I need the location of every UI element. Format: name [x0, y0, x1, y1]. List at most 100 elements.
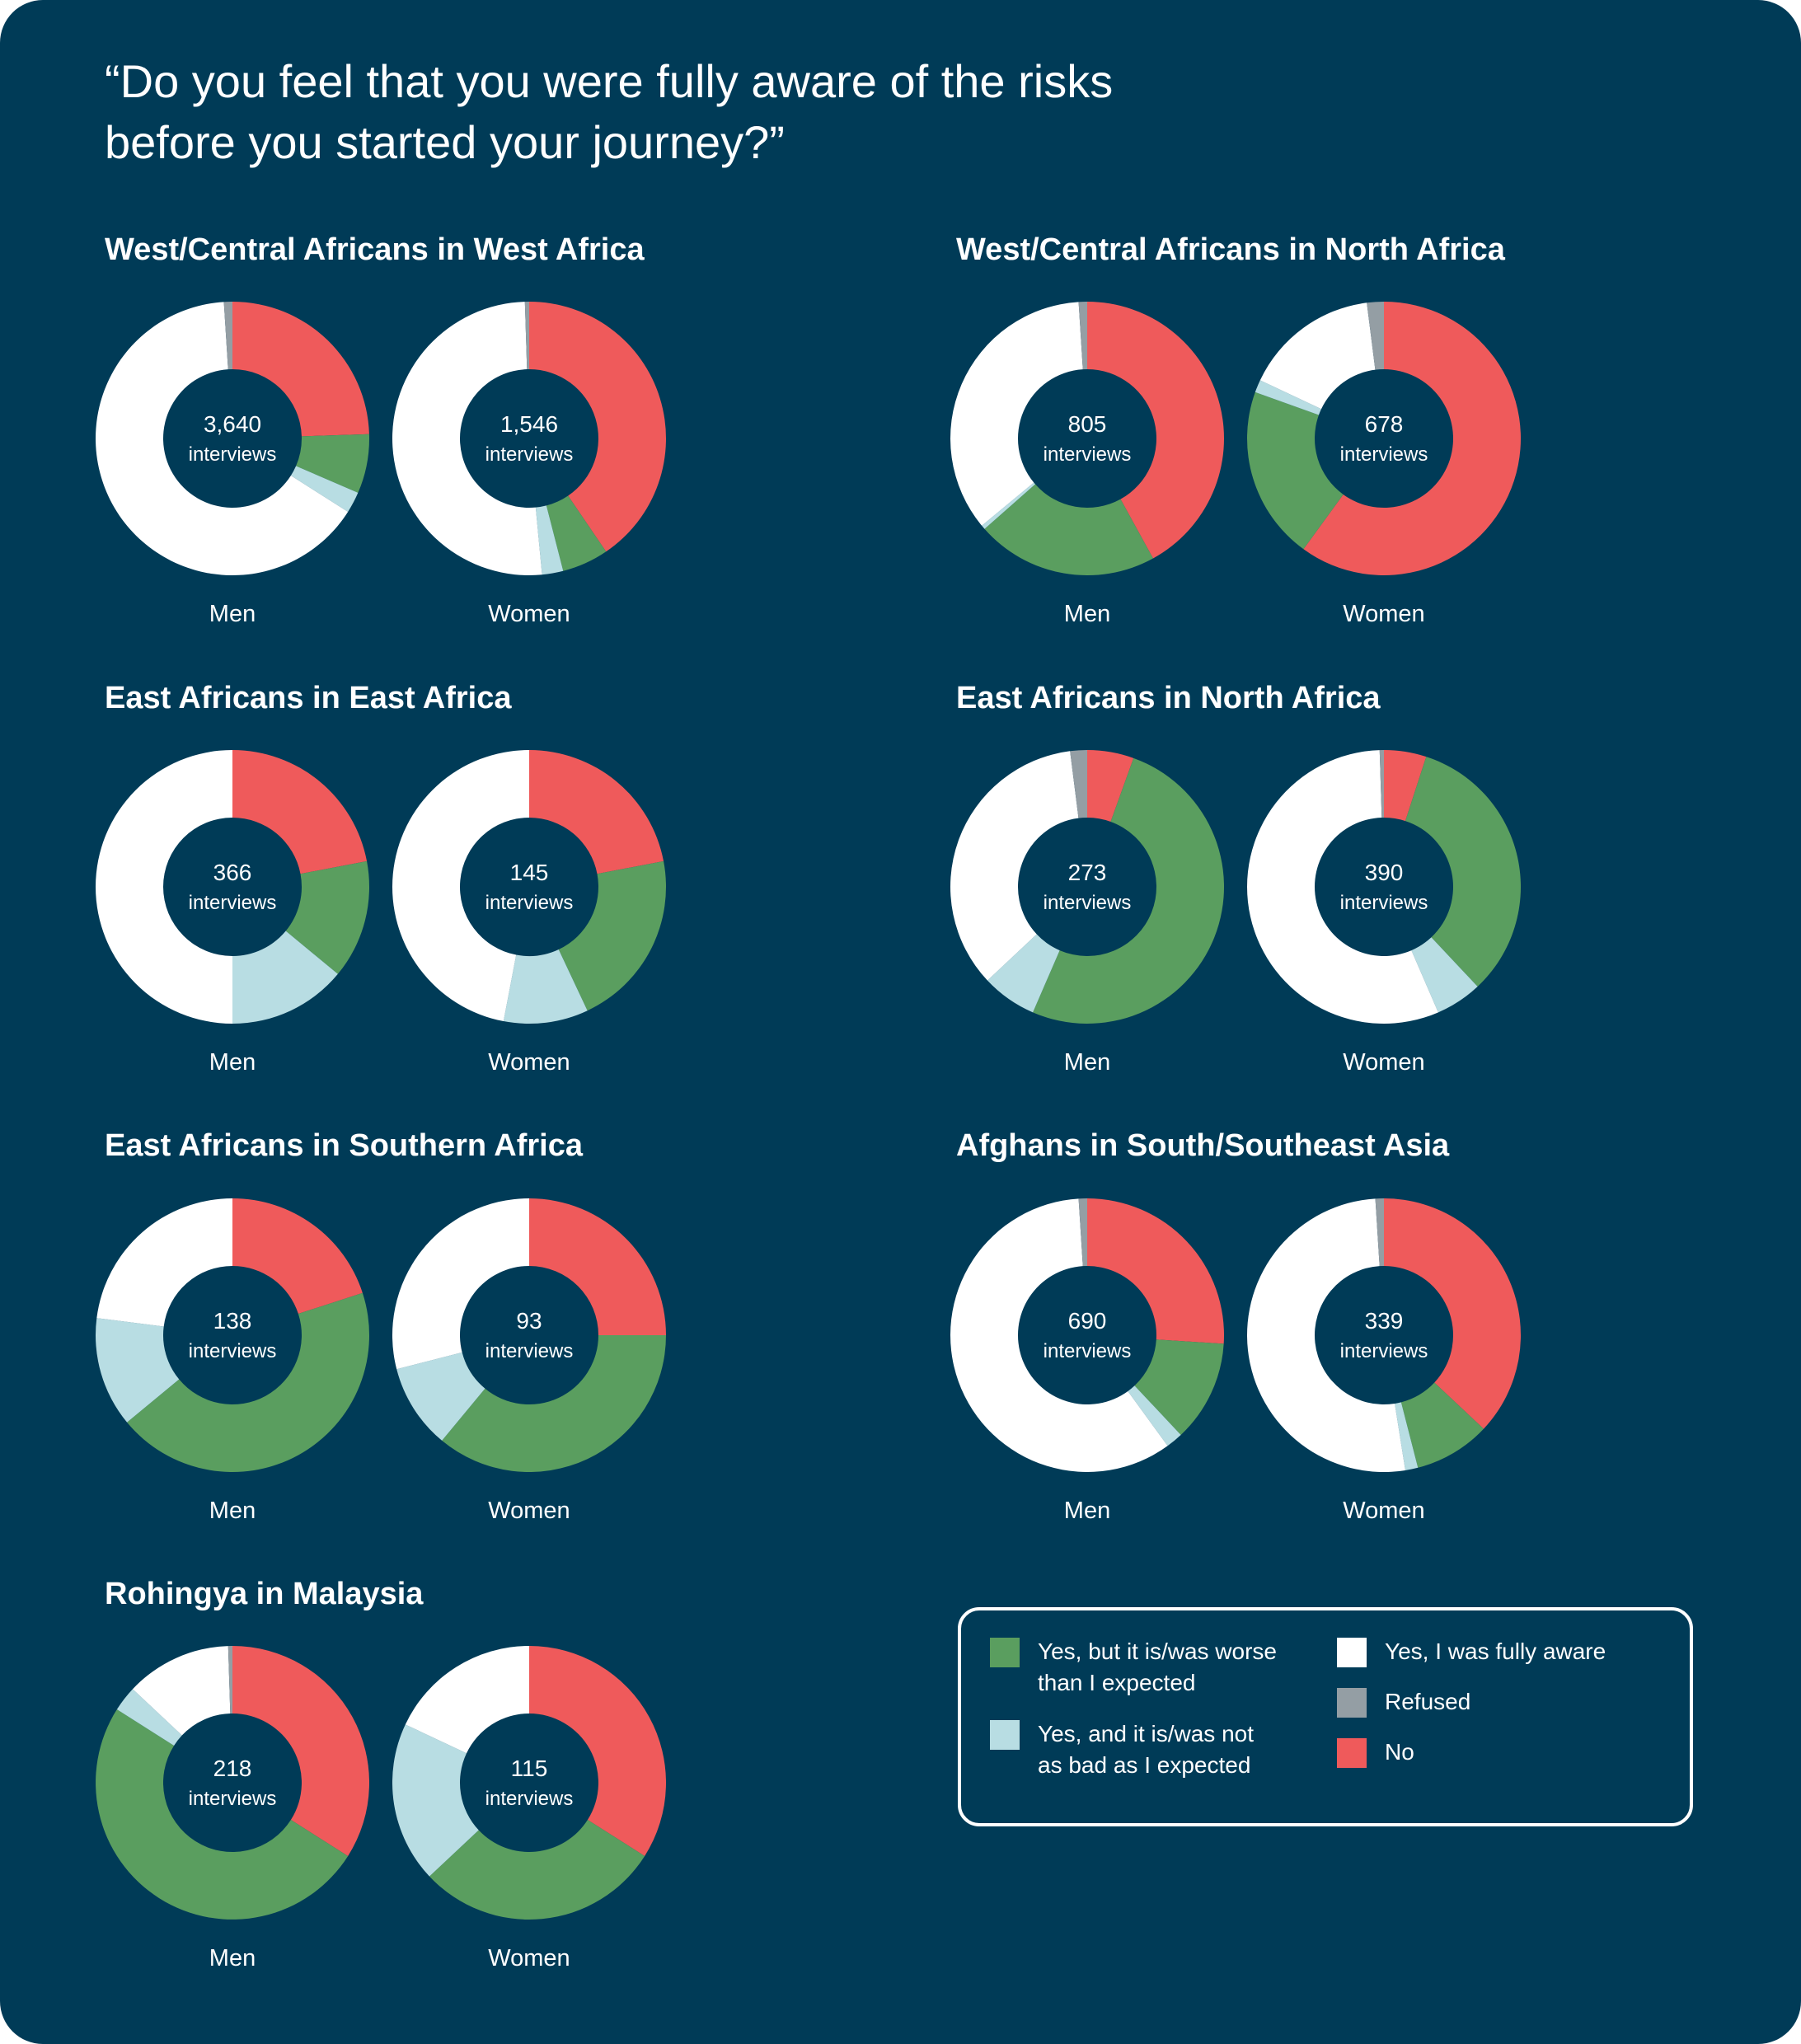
legend-label-worse: Yes, but it is/was worse than I expected: [1038, 1638, 1277, 1695]
donut-slice-refused: [1375, 1198, 1384, 1267]
donut-gender-label: Women: [488, 1498, 570, 1524]
interview-count: 805: [1068, 411, 1107, 437]
legend-swatch-refused: [1337, 1688, 1367, 1718]
donut-slice-not-as-bad: [396, 1352, 485, 1441]
donut-chart: 678 interviews Women: [1247, 302, 1521, 627]
panel-title-east-africans-north-africa: East Africans in North Africa: [956, 681, 1381, 715]
donut-slice-worse: [127, 1292, 370, 1472]
donut-slice-fully-aware: [132, 1646, 231, 1736]
donut-gender-label: Men: [209, 1498, 256, 1524]
legend-swatch-fully-aware: [1337, 1638, 1367, 1667]
donut-slice-refused: [1078, 302, 1087, 370]
donut-chart: 805 interviews Men: [950, 302, 1224, 627]
donut-gender-label: Men: [209, 1945, 256, 1971]
legend-swatch-no: [1337, 1738, 1367, 1768]
interviews-label: interviews: [485, 892, 574, 914]
donut-chart: 145 interviews Women: [392, 750, 667, 1076]
donut-chart: 390 interviews Women: [1246, 750, 1521, 1076]
panel-title-rohingya-malaysia: Rohingya in Malaysia: [105, 1577, 424, 1611]
donut-slice-no: [529, 1198, 666, 1335]
interview-count: 115: [511, 1756, 548, 1781]
donut-slice-no: [529, 750, 664, 874]
donut-slice-worse: [1405, 757, 1521, 987]
legend-swatch-worse: [990, 1638, 1020, 1667]
donut-slice-no: [1384, 1198, 1521, 1429]
interview-count: 3,640: [204, 411, 261, 437]
interviews-label: interviews: [485, 1788, 574, 1810]
donut-slice-fully-aware: [1246, 750, 1438, 1024]
donut-slice-worse: [96, 1709, 349, 1920]
donut-slice-fully-aware: [392, 1198, 529, 1370]
donut-slice-no: [1303, 302, 1521, 575]
donut-slice-not-as-bad: [982, 482, 1035, 529]
donut-slice-worse: [296, 434, 369, 493]
donut-slice-no: [1087, 302, 1224, 559]
panel-title-west-central-africans-north-africa: West/Central Africans in North Africa: [956, 232, 1505, 267]
donut-slice-refused: [524, 302, 529, 370]
interviews-label: interviews: [189, 443, 277, 466]
donut-chart: 690 interviews Men: [950, 1198, 1224, 1524]
donut-slice-fully-aware: [392, 750, 529, 1022]
donut-chart: 273 interviews Men: [950, 750, 1225, 1076]
interviews-label: interviews: [1044, 443, 1132, 466]
donut-chart: 366 interviews Men: [96, 750, 369, 1076]
donut-slice-refused: [1070, 750, 1087, 818]
donut-slice-no: [529, 1646, 667, 1856]
donut-slice-not-as-bad: [1128, 1385, 1181, 1446]
interviews-label: interviews: [189, 1340, 277, 1362]
donut-slice-fully-aware: [405, 1646, 529, 1754]
donut-slice-no: [1384, 750, 1427, 822]
donut-slice-no: [232, 1198, 363, 1315]
interviews-label: interviews: [1340, 892, 1428, 914]
donut-slice-worse: [1247, 391, 1344, 550]
donut-slice-fully-aware: [950, 751, 1079, 981]
legend-item-refused: Refused: [1337, 1686, 1470, 1718]
donut-slice-not-as-bad: [232, 931, 338, 1024]
donut-slice-no: [232, 302, 369, 437]
interview-count: 145: [510, 860, 549, 885]
donut-gender-label: Men: [1064, 1498, 1110, 1524]
donut-slice-refused: [223, 302, 232, 370]
donut-slice-not-as-bad: [1395, 1402, 1419, 1470]
legend-item-not-as-bad: Yes, and it is/was not as bad as I expect…: [990, 1718, 1254, 1781]
donut-gender-label: Women: [488, 601, 570, 627]
donut-slice-worse: [1134, 1339, 1224, 1436]
donut-slice-not-as-bad: [503, 949, 588, 1024]
donut-slice-not-as-bad: [392, 1724, 479, 1877]
donut-gender-label: Men: [209, 601, 256, 627]
donut-slice-worse: [442, 1335, 666, 1473]
donut-gender-label: Women: [1343, 601, 1424, 627]
interviews-label: interviews: [1340, 1340, 1428, 1362]
donut-gender-label: Women: [1343, 1498, 1424, 1524]
interview-count: 690: [1068, 1308, 1107, 1334]
donut-chart: 93 interviews Women: [392, 1198, 666, 1524]
donut-slice-not-as-bad: [95, 1318, 180, 1423]
donut-chart: 138 interviews Men: [95, 1198, 370, 1524]
interviews-label: interviews: [485, 443, 574, 466]
donut-chart: 218 interviews Men: [96, 1646, 370, 1971]
donut-chart: 1,546 interviews Women: [392, 302, 666, 627]
donut-chart: 3,640 interviews Men: [95, 302, 369, 627]
donut-slice-worse: [429, 1820, 645, 1920]
interview-count: 218: [213, 1756, 252, 1781]
interview-count: 339: [1365, 1308, 1404, 1334]
donut-slice-not-as-bad: [1255, 380, 1321, 415]
legend-label-no: No: [1385, 1739, 1414, 1765]
donut-slice-no: [529, 302, 666, 552]
donut-slice-no: [1087, 1198, 1224, 1344]
legend-swatch-not-as-bad: [990, 1720, 1020, 1750]
interview-count: 273: [1068, 860, 1107, 885]
donut-gender-label: Women: [488, 1049, 570, 1076]
interview-count: 138: [213, 1308, 252, 1334]
panel-title-east-africans-east-africa: East Africans in East Africa: [105, 681, 512, 715]
panel-title-afghans-south-southeast-asia: Afghans in South/Southeast Asia: [956, 1128, 1450, 1163]
donut-slice-fully-aware: [95, 302, 349, 575]
donut-chart: 339 interviews Women: [1246, 1198, 1521, 1524]
interviews-label: interviews: [1044, 1340, 1132, 1362]
donut-slice-not-as-bad: [290, 466, 359, 512]
legend-label-refused: Refused: [1385, 1689, 1471, 1714]
panel-title-east-africans-southern-africa: East Africans in Southern Africa: [105, 1128, 583, 1163]
donut-slice-fully-aware: [96, 1198, 232, 1327]
panel-title-west-central-africans-west-africa: West/Central Africans in West Africa: [105, 232, 645, 267]
legend-item-fully-aware: Yes, I was fully aware: [1337, 1636, 1606, 1667]
